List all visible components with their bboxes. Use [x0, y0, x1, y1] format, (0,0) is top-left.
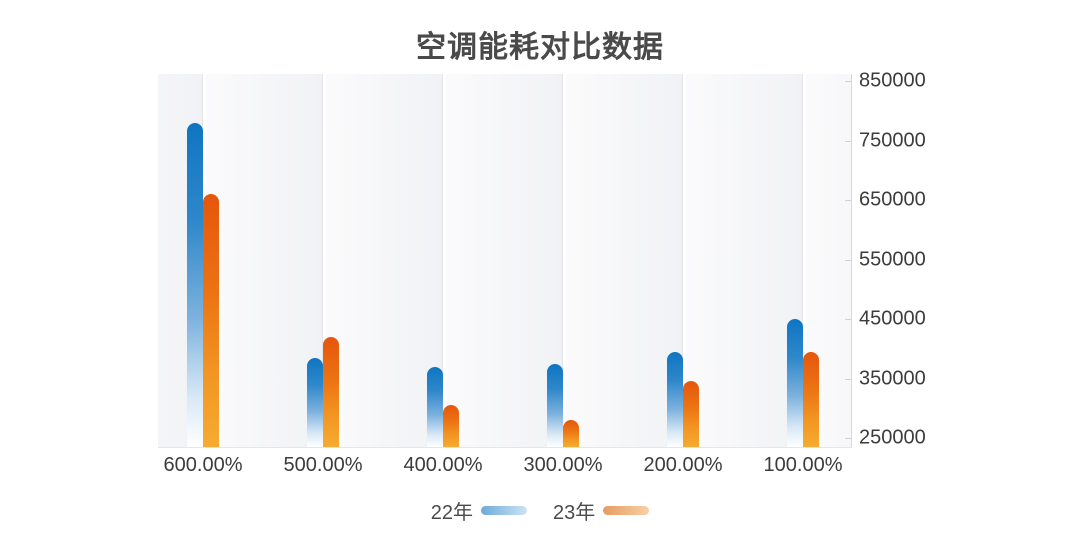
background-band [443, 74, 563, 447]
bar-22年-200.00%[interactable] [667, 351, 683, 447]
background-band [683, 74, 803, 447]
bar-22年-500.00%[interactable] [307, 357, 323, 447]
chart-title: 空调能耗对比数据 [416, 31, 664, 64]
y-axis-label: 750000 [859, 129, 926, 151]
legend-label-23: 23年 [553, 502, 596, 524]
y-axis-tick [845, 438, 851, 439]
y-axis-tick [845, 81, 851, 82]
y-axis-tick [845, 140, 851, 142]
bar-22年-300.00%[interactable] [547, 363, 563, 447]
x-axis-label: 100.00% [763, 454, 843, 476]
x-axis-label: 500.00% [283, 454, 363, 476]
legend-swatch-orange [603, 506, 650, 515]
bar-23年-200.00%[interactable] [683, 381, 699, 447]
y-axis-label: 250000 [859, 426, 926, 449]
bar-23年-100.00%[interactable] [803, 351, 819, 447]
x-axis-label: 300.00% [523, 454, 603, 476]
y-axis-label: 450000 [859, 307, 926, 330]
bar-23年-500.00%[interactable] [323, 336, 339, 447]
bar-22年-600.00%[interactable] [187, 122, 203, 447]
x-axis-label: 600.00% [163, 454, 243, 476]
bar-23年-400.00%[interactable] [443, 405, 459, 447]
y-axis-label: 850000 [859, 69, 926, 92]
background-band [563, 74, 683, 447]
vertical-gridline [803, 74, 806, 447]
legend-item-23[interactable]: 23年 [553, 496, 650, 525]
background-band [323, 74, 443, 447]
vertical-gridline [563, 74, 566, 447]
plot-area [158, 74, 851, 447]
y-axis-label: 350000 [859, 367, 926, 389]
legend: 22年 23年 [0, 496, 1080, 525]
y-axis-tick [845, 200, 851, 201]
y-axis-label: 650000 [859, 188, 926, 211]
legend-label-22: 22年 [430, 502, 473, 524]
y-axis-tick [845, 378, 851, 380]
y-axis-label: 550000 [859, 248, 926, 270]
vertical-gridline [323, 74, 326, 447]
legend-swatch-blue [481, 506, 527, 515]
bar-22年-400.00%[interactable] [427, 366, 443, 447]
vertical-gridline [443, 74, 446, 447]
bar-22年-100.00%[interactable] [787, 319, 803, 447]
bar-23年-300.00%[interactable] [563, 420, 579, 447]
bar-23年-600.00%[interactable] [203, 194, 219, 447]
y-axis-tick [845, 259, 851, 261]
background-band [203, 74, 323, 447]
y-axis-tick [845, 319, 851, 320]
y-axis-line [851, 74, 852, 448]
vertical-gridline [683, 74, 686, 447]
x-axis-line [158, 447, 852, 448]
x-axis-label: 200.00% [643, 454, 723, 476]
legend-item-22[interactable]: 22年 [431, 496, 527, 525]
x-axis-label: 400.00% [403, 454, 483, 476]
